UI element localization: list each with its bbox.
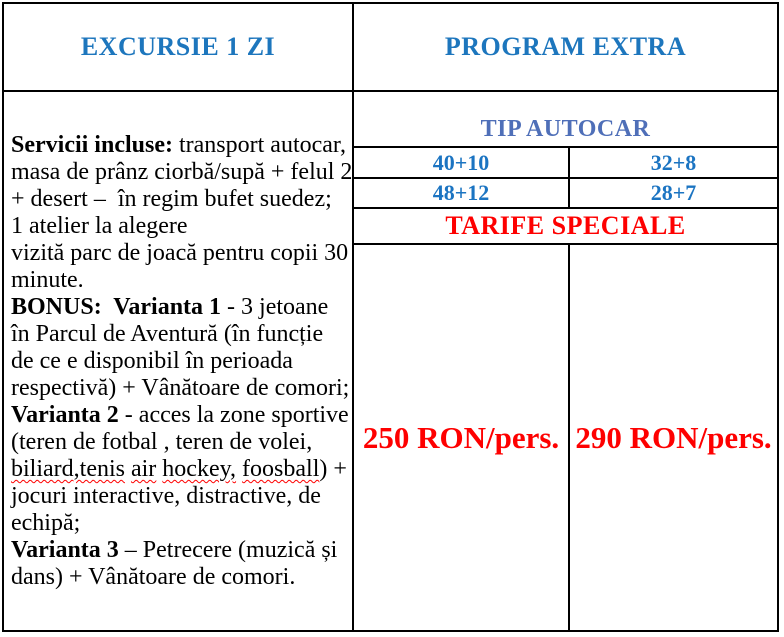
services-text-segment: Servicii incluse: [11, 132, 173, 158]
services-text-segment: - acces la zone sportive (teren de fotba… [11, 402, 349, 455]
program-extra-cell: TIP AUTOCAR 40+10 32+8 48+12 28+7 TARIFE… [354, 92, 777, 630]
price-cell-290: 290 RON/pers. [575, 419, 772, 455]
services-text-segment: transport autocar, masa de prânz ciorbă/… [11, 132, 353, 293]
spellcheck-flagged-text: biliard,tenis [11, 456, 125, 482]
bus-capacity-cell-32-8: 32+8 [570, 148, 777, 179]
header-cell-excursie: EXCURSIE 1 ZI [4, 4, 354, 92]
services-text-segment: - 3 jetoane în Parcul de Aventură (în fu… [11, 294, 350, 401]
header-cell-program-extra: PROGRAM EXTRA [354, 4, 777, 92]
bus-capacity-cell-48-12: 48+12 [354, 179, 570, 209]
spellcheck-flagged-text: air [130, 456, 157, 482]
services-text-segment: Varianta 2 [11, 402, 119, 428]
services-text-segment: BONUS: Varianta 1 [11, 294, 222, 320]
bus-capacity-cell-28-7: 28+7 [570, 179, 777, 209]
services-included-cell: Servicii incluse: transport autocar, mas… [4, 92, 354, 630]
spellcheck-flagged-text: hockey, [162, 456, 237, 482]
services-text-segment: – Petrecere (muzică și dans) + Vânătoare… [11, 537, 338, 590]
price-cell-250: 250 RON/pers. [354, 245, 570, 630]
services-text-segment: Varianta 3 [11, 537, 119, 563]
spellcheck-flagged-text: foosball [242, 456, 320, 482]
services-text-segment: ) + jocuri interactive, distractive, de … [11, 456, 347, 536]
bus-capacity-cell-40-10: 40+10 [354, 148, 570, 179]
bus-type-title-cell: TIP AUTOCAR [354, 92, 777, 148]
special-tariffs-title-cell: TARIFE SPECIALE [354, 209, 777, 245]
